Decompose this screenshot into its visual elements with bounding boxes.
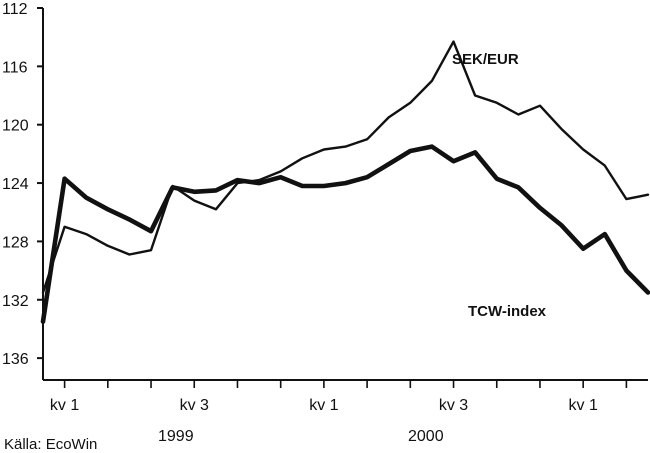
- series-label-sek-eur: SEK/EUR: [452, 51, 519, 68]
- y-axis: 112 116 120 124 128 132 136: [2, 1, 43, 368]
- x-axis: kv 1 kv 3 kv 1 kv 3 kv 1: [50, 380, 628, 414]
- y-tick-label: 128: [2, 234, 29, 251]
- x-quarter-label: kv 3: [439, 397, 468, 414]
- year-label-1999: 1999: [158, 428, 194, 445]
- x-quarter-label: kv 3: [180, 397, 209, 414]
- y-tick-label: 112: [2, 1, 28, 18]
- year-label-2000: 2000: [408, 428, 444, 445]
- source-note: Källa: EcoWin: [4, 436, 97, 453]
- x-quarter-label: kv 1: [309, 397, 338, 414]
- y-tick-label: 136: [2, 351, 29, 368]
- y-tick-label: 124: [2, 176, 29, 193]
- y-tick-label: 120: [2, 118, 29, 135]
- plot-frame: [42, 8, 648, 381]
- y-tick-label: 116: [2, 59, 28, 76]
- series-label-tcw-index: TCW-index: [468, 303, 547, 320]
- y-tick-label: 132: [2, 293, 29, 310]
- series-lines: [40, 40, 650, 324]
- series-line-sek-eur: [41, 40, 650, 294]
- series-line-tcw-index: [40, 144, 650, 324]
- x-quarter-label: kv 1: [50, 397, 79, 414]
- x-quarter-label: kv 1: [569, 397, 598, 414]
